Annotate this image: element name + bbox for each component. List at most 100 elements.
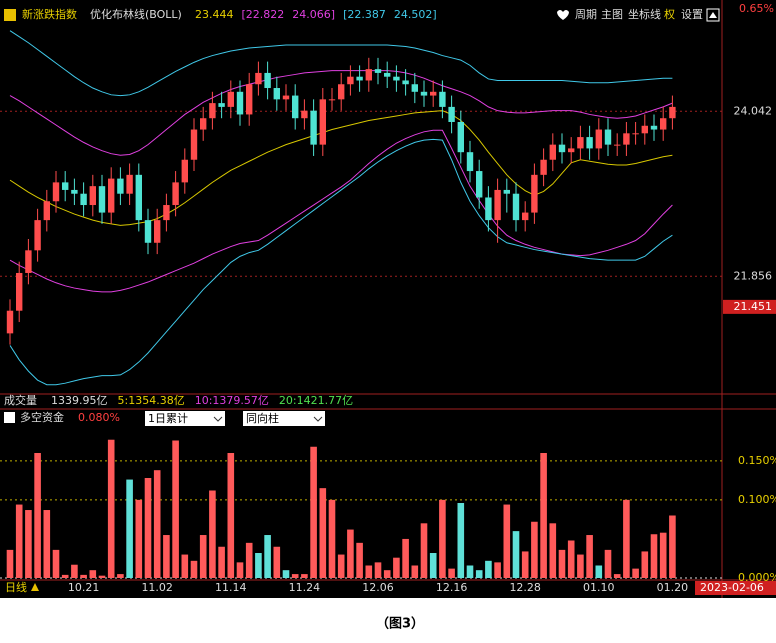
candle-body: [448, 106, 455, 122]
candle-body: [89, 186, 96, 206]
candle-body: [25, 250, 32, 273]
bar: [549, 523, 557, 578]
bar: [43, 510, 51, 578]
candle-body: [328, 99, 336, 101]
corner-label: 0.65%: [739, 2, 774, 15]
bar: [328, 499, 336, 578]
candle-body: [246, 84, 253, 115]
volume-text: 10:1379.57亿: [195, 394, 269, 407]
toolbar-item[interactable]: 主图: [601, 8, 623, 21]
candle-body: [466, 152, 474, 172]
bar: [71, 564, 78, 578]
bar: [531, 521, 538, 578]
dropdown-arrow: [213, 416, 223, 422]
x-tick-label: 12.16: [436, 581, 468, 594]
candle-body: [43, 201, 50, 221]
legend-value: [22.387: [343, 8, 386, 21]
up-icon[interactable]: [706, 8, 720, 22]
bar: [466, 565, 474, 578]
bar: [540, 453, 547, 578]
candle-body: [163, 205, 170, 221]
last-price-box: [723, 299, 776, 314]
pane-title: 多空资金: [20, 410, 64, 424]
dropdown[interactable]: [243, 411, 325, 426]
bar: [669, 515, 676, 578]
caption: （图3）: [376, 616, 424, 632]
candle-body: [586, 137, 593, 149]
bar: [604, 549, 612, 578]
candle-body: [264, 72, 271, 89]
dropdown[interactable]: [145, 411, 225, 426]
bar: [475, 570, 483, 578]
x-tick-label: 11.24: [289, 581, 321, 594]
logo: [4, 9, 16, 21]
y-tick-label: 0.000%: [738, 571, 776, 584]
candle-body: [209, 103, 216, 119]
volume-text: 20:1421.77亿: [279, 394, 353, 407]
dropdown-label: 同向柱: [246, 411, 279, 425]
candle-body: [531, 174, 538, 213]
candle-body: [650, 125, 658, 130]
date-box: [695, 581, 776, 595]
candle-body: [135, 174, 142, 221]
bar: [107, 439, 115, 578]
bar: [457, 503, 465, 578]
candle-body: [218, 103, 225, 107]
candle-body: [402, 80, 409, 85]
band-line: [9, 110, 673, 226]
candle-body: [660, 118, 667, 130]
candle-body: [236, 91, 244, 115]
candle-body: [485, 197, 492, 221]
toolbar-item[interactable]: 坐标线: [628, 7, 661, 21]
legend-value: [22.822: [242, 8, 285, 21]
volume-text: 成交量: [4, 393, 37, 407]
candle-body: [540, 159, 547, 175]
toolbar-item[interactable]: 权: [664, 8, 675, 21]
favorite-icon[interactable]: [557, 10, 569, 20]
bar: [163, 535, 170, 578]
candle-body: [273, 88, 280, 100]
x-tick-label: 12.28: [509, 581, 541, 594]
bar: [347, 529, 354, 578]
x-tick-label: 01.10: [583, 581, 615, 594]
bar: [586, 535, 593, 578]
candle-body: [476, 171, 483, 198]
dropdown-label: 1日累计: [148, 412, 188, 425]
bar: [383, 570, 391, 578]
bar: [227, 453, 235, 578]
candle-body: [512, 193, 520, 221]
candle-body: [641, 125, 648, 134]
candle-body: [292, 95, 299, 119]
bar: [319, 488, 327, 578]
up-icon-arrow: [709, 12, 717, 18]
bar: [420, 523, 428, 578]
bar: [190, 560, 198, 578]
bar: [153, 470, 161, 578]
candle-body: [34, 220, 41, 251]
bar: [126, 479, 133, 578]
bar: [595, 565, 603, 578]
toolbar-item[interactable]: 设置: [681, 8, 703, 21]
candle-body: [411, 84, 418, 92]
bar: [255, 553, 262, 578]
candle-body: [439, 91, 446, 107]
candle-body: [420, 91, 428, 96]
candle-body: [98, 186, 106, 213]
bar: [613, 574, 621, 578]
candle-body: [117, 178, 124, 194]
bar: [236, 562, 244, 578]
bar: [89, 570, 97, 578]
toolbar-item[interactable]: 周期: [575, 8, 597, 21]
bar: [144, 478, 152, 578]
bar: [503, 504, 511, 578]
volume-text: 1339.95亿: [51, 394, 108, 407]
last-price-label: 21.451: [734, 300, 773, 313]
bar: [245, 542, 253, 578]
candle-body: [347, 76, 354, 85]
candle-body: [172, 182, 179, 206]
background: [0, 0, 776, 598]
candle-body: [494, 189, 501, 221]
bar: [356, 542, 363, 578]
band-line: [9, 70, 673, 156]
candle-body: [604, 129, 612, 145]
